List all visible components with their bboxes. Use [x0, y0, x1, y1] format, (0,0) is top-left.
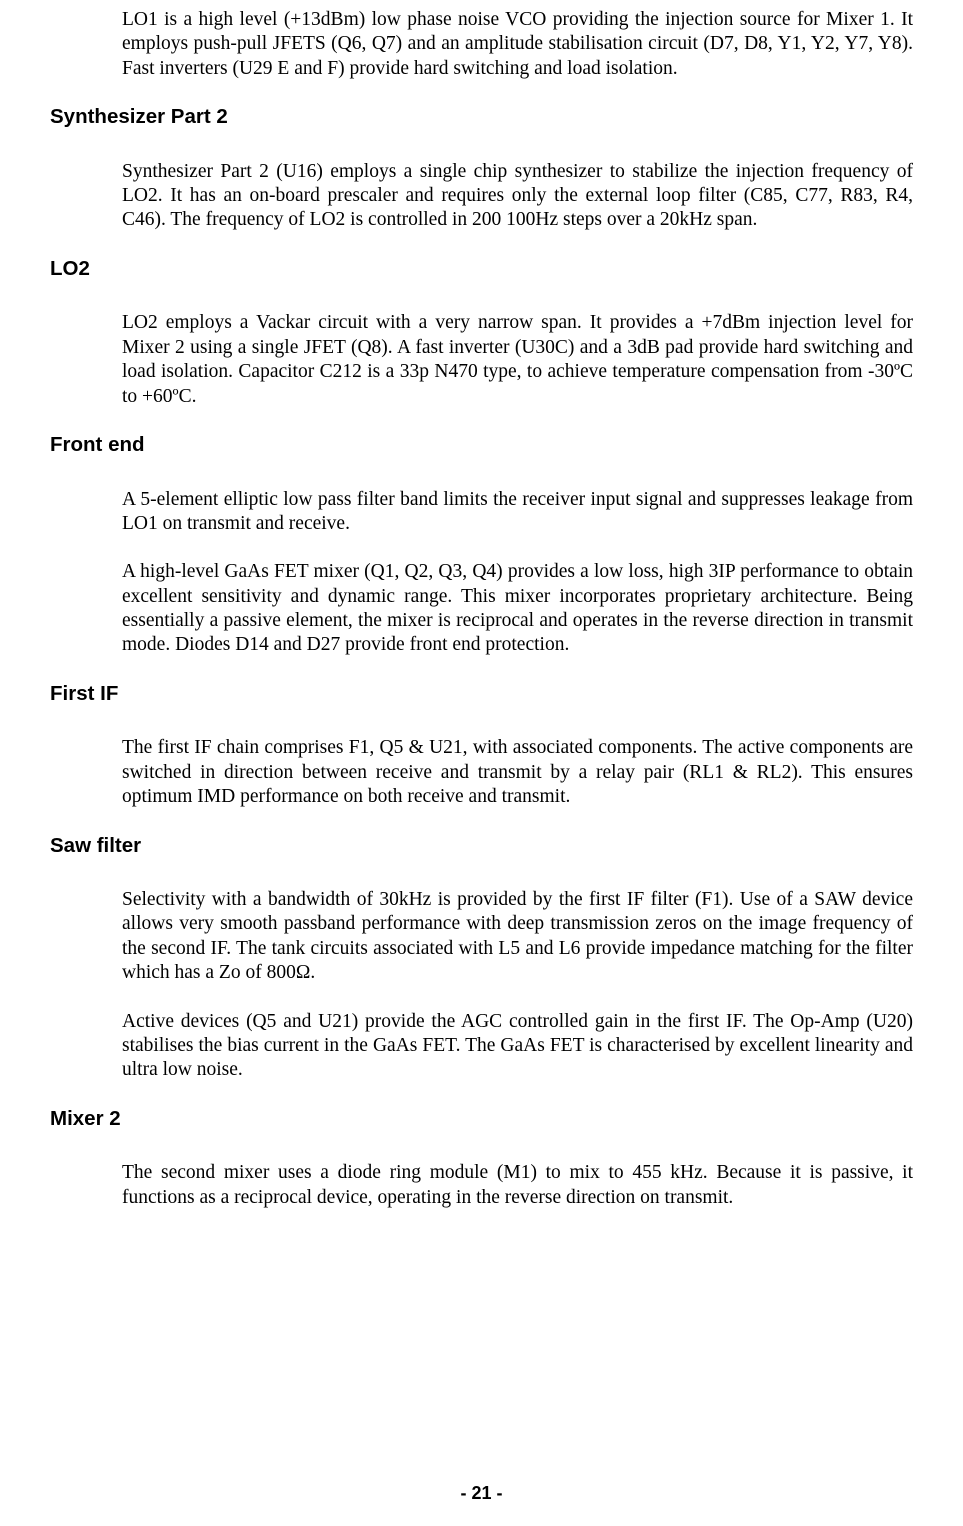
lo2-paragraph-1: LO2 employs a Vackar circuit with a very… [122, 311, 913, 409]
mixer2-paragraph-1: The second mixer uses a diode ring modul… [122, 1161, 913, 1210]
document-page: LO1 is a high level (+13dBm) low phase n… [0, 0, 963, 1526]
synth2-paragraph-1: Synthesizer Part 2 (U16) employs a singl… [122, 160, 913, 233]
frontend-paragraph-2: A high-level GaAs FET mixer (Q1, Q2, Q3,… [122, 560, 913, 658]
heading-synthesizer-part-2: Synthesizer Part 2 [50, 105, 913, 130]
heading-lo2: LO2 [50, 257, 913, 282]
heading-saw-filter: Saw filter [50, 834, 913, 859]
heading-front-end: Front end [50, 433, 913, 458]
saw-paragraph-2: Active devices (Q5 and U21) provide the … [122, 1010, 913, 1083]
firstif-paragraph-1: The first IF chain comprises F1, Q5 & U2… [122, 736, 913, 809]
intro-paragraph: LO1 is a high level (+13dBm) low phase n… [122, 8, 913, 81]
heading-first-if: First IF [50, 682, 913, 707]
heading-mixer-2: Mixer 2 [50, 1107, 913, 1132]
frontend-paragraph-1: A 5-element elliptic low pass filter ban… [122, 488, 913, 537]
saw-paragraph-1: Selectivity with a bandwidth of 30kHz is… [122, 888, 913, 986]
page-number: - 21 - [0, 1483, 963, 1504]
